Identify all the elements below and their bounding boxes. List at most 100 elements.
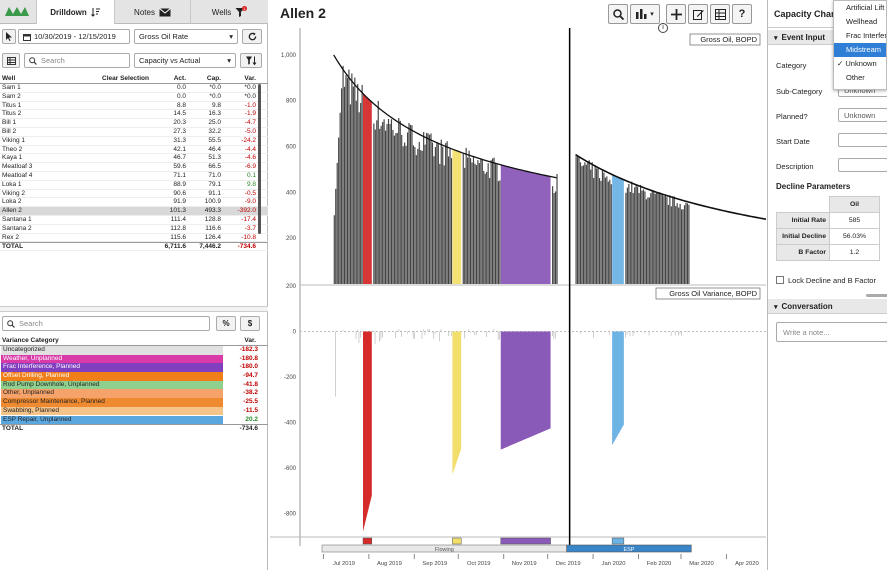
category-row[interactable]: Offset Drilling, Planned -94.7 (0, 372, 268, 381)
variance-bar (679, 331, 681, 334)
pointer-tool-button[interactable] (2, 29, 16, 44)
well-row[interactable]: Sam 1 0.0 *0.0 *0.0 (0, 84, 268, 93)
metric-select[interactable]: Gross Oil Rate ▾ (134, 29, 238, 44)
capacity-chart[interactable]: 200 400 600 800 1,000 200 0 -200 -400 -600 -800 Gro… (270, 28, 766, 570)
actual-bar (395, 133, 397, 284)
actual-bar (467, 157, 469, 284)
filter-sort-button[interactable] (240, 53, 262, 68)
info-icon[interactable]: i (658, 23, 668, 33)
table-view-button[interactable] (710, 4, 730, 24)
col-well[interactable]: Well (2, 75, 16, 82)
well-table-scrollbar[interactable] (258, 84, 261, 234)
well-row[interactable]: Theo 2 42.1 46.4 -4.4 (0, 146, 268, 155)
planned-select[interactable]: Unknown (838, 108, 887, 122)
b-factor-value[interactable]: 1.2 (829, 244, 880, 261)
well-name: Rex 2 (2, 233, 19, 241)
start-date-input[interactable] (838, 133, 887, 147)
actual-bar (427, 133, 429, 284)
category-row[interactable]: Frac Interference, Planned -180.0 (0, 363, 268, 372)
category-row[interactable]: Uncategorized -182.3 (0, 346, 268, 355)
chart-type-menu-button[interactable]: ▾ (630, 4, 660, 24)
well-var: -1.0 (244, 101, 256, 109)
list-view-button[interactable] (2, 53, 20, 68)
well-row[interactable]: Titus 1 8.8 9.8 -1.0 (0, 102, 268, 111)
col-variance-category[interactable]: Variance Category (2, 337, 59, 344)
panel-resize-handle[interactable] (0, 306, 268, 312)
timeline-event-marker (362, 537, 373, 545)
well-row[interactable]: Meatloaf 3 59.6 66.5 -6.9 (0, 163, 268, 172)
well-var: -6.9 (244, 163, 256, 171)
category-dropdown[interactable]: Artificial Lift Wellhead Frac Interference… (833, 0, 887, 90)
category-row[interactable]: ESP Repair, Unplanned 20.2 (0, 415, 268, 425)
variance-bar (579, 331, 581, 334)
well-name: Kaya 1 (2, 154, 23, 162)
category-option[interactable]: Midstream (834, 43, 886, 57)
category-row[interactable]: Other, Unplanned -38.2 (0, 389, 268, 398)
category-option[interactable]: Wellhead (846, 17, 878, 26)
tab-drilldown[interactable]: Drilldown (36, 0, 114, 24)
initial-decline-value[interactable]: 56.03% (829, 228, 880, 245)
category-option[interactable]: Frac Interference (846, 31, 886, 40)
svg-text:1: 1 (244, 6, 247, 11)
clear-selection-link[interactable]: Clear Selection (102, 75, 149, 82)
well-row[interactable]: Santana 1 111.4 128.8 -17.4 (0, 216, 268, 225)
well-search-input[interactable]: Search (24, 53, 130, 68)
category-name: Rod Pump Downhole, Unplanned (1, 380, 223, 390)
conversation-section[interactable]: ▾ Conversation (768, 299, 887, 314)
category-option[interactable]: Artificial Lift (846, 3, 885, 12)
tab-notes[interactable]: Notes (114, 0, 190, 24)
note-input[interactable]: Write a note... (776, 322, 887, 342)
well-row[interactable]: Allen 2 101.3 493.3 -392.0 (0, 207, 268, 216)
actual-bar (358, 112, 360, 284)
variance-bar (487, 331, 489, 333)
well-var: -4.6 (244, 154, 256, 162)
add-event-button[interactable] (666, 4, 686, 24)
event-fill-frac-interference (500, 164, 551, 284)
category-row[interactable]: Rod Pump Downhole, Unplanned -41.8 (0, 380, 268, 390)
refresh-button[interactable] (242, 29, 262, 44)
category-search-input[interactable]: Search (2, 316, 210, 331)
col-category-var[interactable]: Var. (244, 337, 256, 344)
well-row[interactable]: Viking 1 31.3 55.5 -24.2 (0, 137, 268, 146)
well-row[interactable]: Loka 2 91.9 100.9 -9.0 (0, 198, 268, 208)
well-row[interactable]: Loka 1 88.9 79.1 9.8 (0, 181, 268, 190)
well-row[interactable]: Bill 1 20.3 25.0 -4.7 (0, 119, 268, 128)
initial-rate-value[interactable]: 585 (829, 212, 880, 229)
category-row[interactable]: Weather, Unplanned -180.8 (0, 354, 268, 364)
dollar-toggle-button[interactable]: $ (240, 316, 260, 331)
cursor-icon (6, 32, 12, 41)
well-cap: 46.4 (208, 145, 221, 153)
well-row[interactable]: Titus 2 14.5 16.3 -1.9 (0, 110, 268, 120)
actual-bar (437, 144, 439, 284)
well-var: -5.0 (244, 127, 256, 135)
zoom-search-button[interactable] (608, 4, 628, 24)
well-row[interactable]: Bill 2 27.3 32.2 -5.0 (0, 128, 268, 137)
category-option[interactable]: Other (846, 73, 865, 82)
category-row[interactable]: Swabbing, Planned -11.5 (0, 406, 268, 416)
percent-toggle-button[interactable]: % (216, 316, 236, 331)
compare-mode-select[interactable]: Capacity vs Actual ▾ (134, 53, 236, 68)
category-row[interactable]: Compressor Maintenance, Planned -25.5 (0, 398, 268, 407)
description-input[interactable] (838, 158, 887, 172)
well-row[interactable]: Viking 2 90.6 91.1 -0.5 (0, 190, 268, 199)
well-row[interactable]: Kaya 1 46.7 51.3 -4.6 (0, 154, 268, 164)
edit-button[interactable] (688, 4, 708, 24)
col-act[interactable]: Act. (173, 75, 186, 82)
actual-bar (575, 156, 577, 284)
tab-wells[interactable]: Wells 1 (190, 0, 268, 24)
col-cap[interactable]: Cap. (206, 75, 221, 82)
well-row[interactable]: Santana 2 112.8 116.6 -3.7 (0, 225, 268, 234)
collapse-icon: ▾ (774, 304, 778, 311)
well-row[interactable]: Rex 2 115.6 126.4 -10.8 (0, 234, 268, 243)
help-button[interactable]: ? (732, 4, 752, 24)
date-range-picker[interactable]: 10/30/2019 - 12/15/2019 (18, 29, 130, 44)
y-tick-label-top: 1,000 (281, 53, 297, 59)
col-var[interactable]: Var. (244, 75, 256, 82)
well-row[interactable]: Meatloaf 4 71.1 71.0 0.1 (0, 172, 268, 181)
category-name: Frac Interference, Planned (1, 363, 223, 372)
panel-scrollbar[interactable] (866, 294, 887, 297)
category-option[interactable]: ✓ Unknown (834, 57, 886, 71)
well-row[interactable]: Sam 2 0.0 *0.0 *0.0 (0, 93, 268, 102)
lock-decline-checkbox[interactable] (776, 276, 784, 284)
variance-bar (474, 331, 476, 335)
